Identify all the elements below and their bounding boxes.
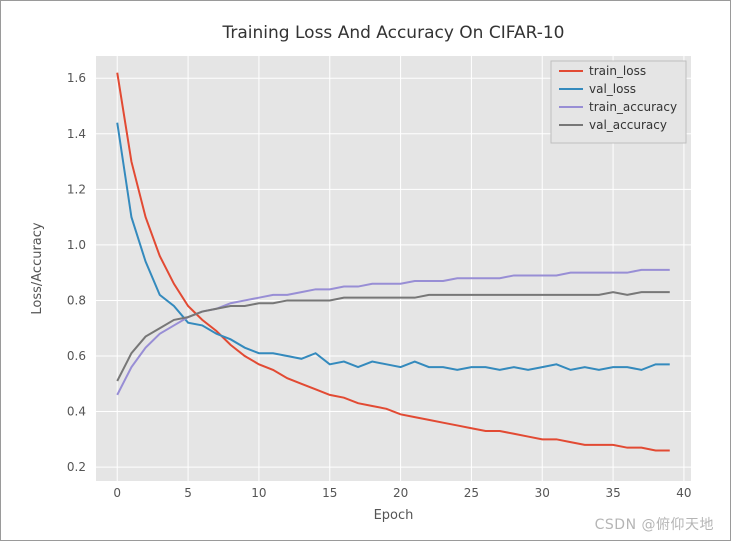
x-axis-label: Epoch	[374, 508, 414, 523]
xtick-label: 35	[605, 486, 620, 500]
xtick-label: 10	[251, 486, 266, 500]
ytick-label: 1.2	[67, 182, 86, 196]
legend-label: val_accuracy	[589, 118, 667, 132]
chart-title: Training Loss And Accuracy On CIFAR-10	[222, 23, 565, 43]
chart-svg: 0 5 10 15 20 25 30 35 40 0.2 0.4 0.6 0.8 1.0 1.2 1.4 1.6…	[1, 1, 731, 542]
xtick-label: 15	[322, 486, 337, 500]
legend-label: train_loss	[589, 64, 646, 78]
xtick-label: 0	[113, 486, 121, 500]
ytick-label: 0.8	[67, 293, 86, 307]
xtick-label: 20	[393, 486, 408, 500]
legend-label: train_accuracy	[589, 100, 677, 114]
ytick-label: 1.4	[67, 127, 86, 141]
ytick-label: 0.2	[67, 460, 86, 474]
legend-label: val_loss	[589, 82, 636, 96]
xtick-label: 30	[535, 486, 550, 500]
xtick-label: 40	[676, 486, 691, 500]
xtick-label: 25	[464, 486, 479, 500]
y-axis-label: Loss/Accuracy	[30, 222, 45, 315]
ytick-label: 1.6	[67, 71, 86, 85]
ytick-label: 0.4	[67, 405, 86, 419]
ytick-label: 0.6	[67, 349, 86, 363]
xtick-label: 5	[184, 486, 192, 500]
ytick-label: 1.0	[67, 238, 86, 252]
figure-container: 0 5 10 15 20 25 30 35 40 0.2 0.4 0.6 0.8 1.0 1.2 1.4 1.6…	[0, 0, 731, 541]
